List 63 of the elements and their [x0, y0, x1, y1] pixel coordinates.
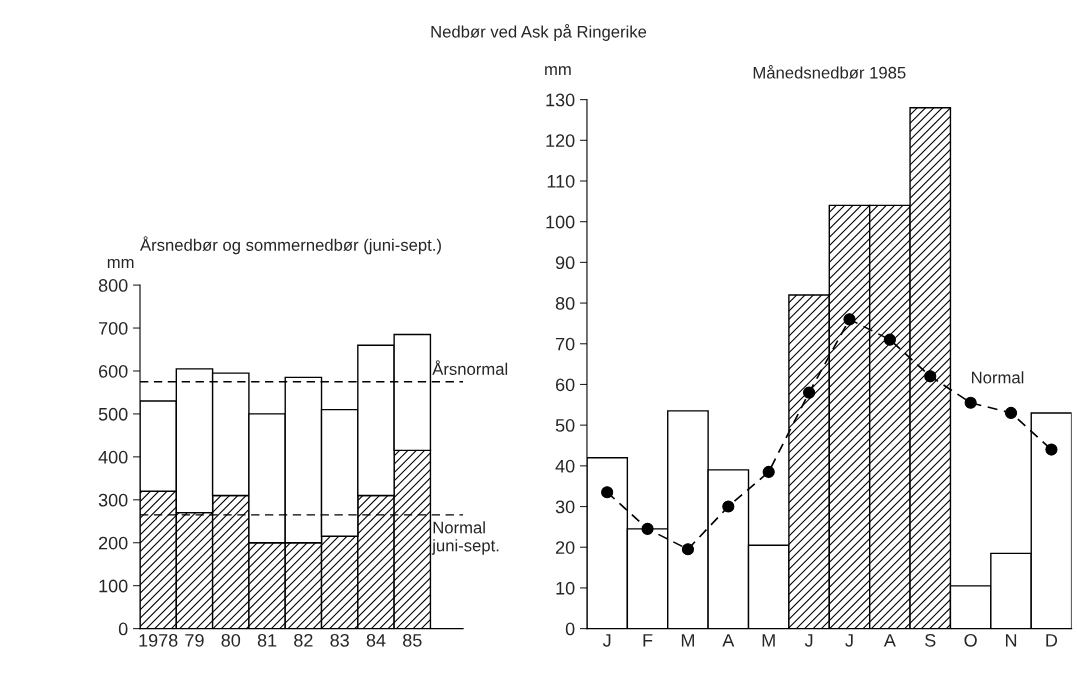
y-tick-label: 0 — [565, 622, 575, 636]
y-tick-label: 20 — [555, 541, 575, 554]
y-tick-label: 600 — [99, 364, 128, 378]
x-tick-label: J — [602, 634, 611, 647]
x-tick-label: 83 — [330, 633, 349, 647]
y-tick-label: 60 — [556, 378, 575, 392]
y-tick-label: 120 — [546, 134, 575, 148]
y-tick-label: 70 — [556, 337, 575, 351]
text: Nedbør ved Ask på Ringerike — [431, 24, 647, 41]
x-tick-label: M — [762, 634, 775, 647]
y-tick-label: 130 — [546, 93, 575, 107]
point — [1004, 406, 1018, 420]
y-tick-label: 800 — [98, 279, 128, 292]
x-tick-label: 81 — [257, 633, 277, 647]
point — [803, 386, 816, 399]
y-axis-title: mm — [107, 258, 134, 268]
x-tick-label: D — [1046, 634, 1058, 647]
x-tick-label: J — [804, 634, 813, 647]
point — [843, 313, 856, 326]
x-tick-label: 82 — [294, 633, 313, 647]
chart-subtitle: Årsnedbør og sommernedbør (juni-sept.) — [140, 236, 441, 255]
x-tick-label: O — [964, 633, 977, 647]
y-tick-label: 110 — [547, 174, 575, 188]
y-tick-label: 90 — [555, 256, 575, 270]
x-tick-label: 84 — [366, 633, 386, 647]
x-tick-label: M — [681, 634, 694, 647]
y-tick-label: 50 — [555, 419, 575, 432]
x-tick-label: A — [722, 634, 735, 647]
x-tick-label: N — [1006, 634, 1017, 647]
y-tick-label: 500 — [98, 407, 128, 421]
x-tick-label: F — [643, 634, 653, 647]
y-tick-label: 80 — [555, 297, 575, 310]
y-tick-label: 100 — [99, 579, 128, 593]
x-tick-label: A — [883, 634, 896, 647]
x-tick-label: J — [845, 634, 853, 647]
y-tick-label: 40 — [555, 459, 575, 473]
point — [601, 486, 614, 499]
point — [924, 370, 937, 383]
annotation: Normal — [972, 371, 1024, 384]
y-tick-label: 700 — [99, 321, 128, 335]
ref-line-label: Årsnormal — [432, 360, 508, 375]
y-tick-label: 200 — [98, 536, 128, 550]
point — [722, 500, 735, 513]
x-tick-label: 80 — [221, 633, 241, 647]
point — [641, 522, 654, 535]
y-tick-label: 30 — [555, 500, 575, 514]
y-axis-title: mm — [545, 66, 571, 75]
point — [964, 396, 977, 409]
y-tick-label: 0 — [118, 622, 128, 636]
y-tick-label: 100 — [546, 215, 575, 229]
chart-subtitle: Månedsnedbør 1985 — [753, 65, 906, 79]
x-tick-label: 85 — [403, 633, 422, 647]
x-tick-label: 1978 — [139, 633, 178, 647]
y-tick-label: 300 — [98, 493, 128, 507]
y-tick-label: 400 — [98, 450, 128, 464]
point — [681, 543, 695, 556]
y-tick-label: 10 — [556, 581, 575, 595]
point — [762, 465, 775, 479]
point — [883, 333, 896, 346]
ref-line-label: Normal juni-sept. — [431, 521, 499, 555]
point — [1045, 443, 1058, 456]
x-tick-label: 79 — [185, 633, 204, 647]
x-tick-label: S — [925, 633, 936, 647]
